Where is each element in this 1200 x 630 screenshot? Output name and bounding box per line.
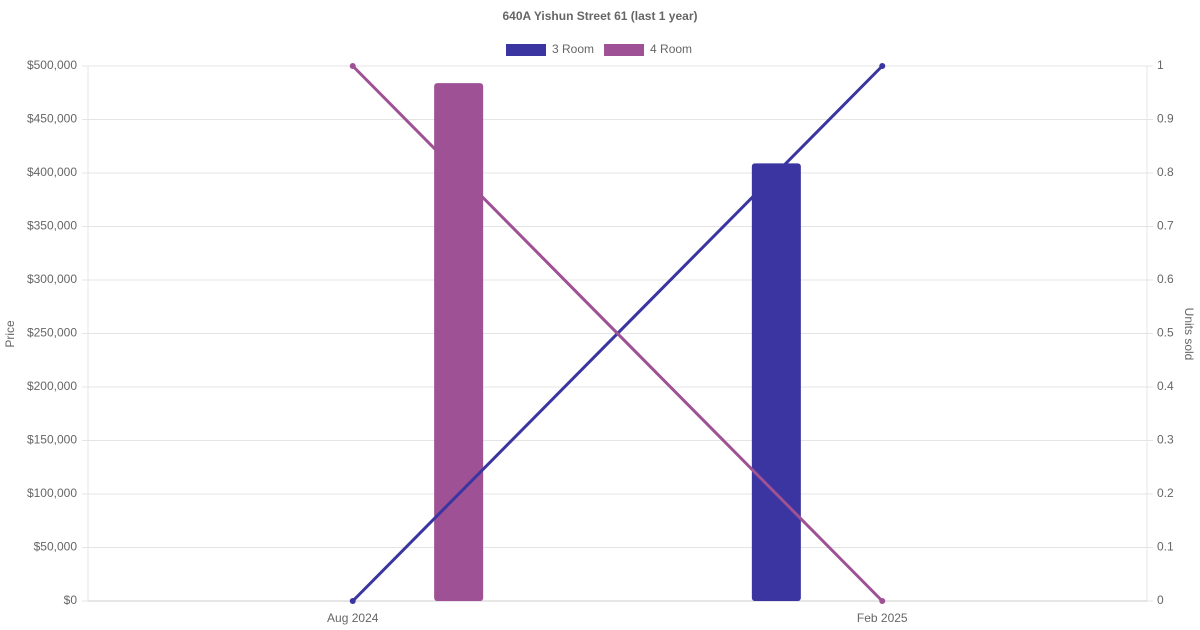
y2-tick-label: 0 bbox=[1157, 593, 1164, 607]
y2-tick-label: 0.1 bbox=[1157, 540, 1174, 554]
legend-swatch bbox=[604, 44, 645, 56]
x-tick-label: Feb 2025 bbox=[857, 611, 908, 625]
y2-tick-label: 1 bbox=[1157, 58, 1164, 72]
y-tick-label: $500,000 bbox=[27, 58, 77, 72]
y-tick-label: $350,000 bbox=[27, 219, 77, 233]
chart-title: 640A Yishun Street 61 (last 1 year) bbox=[503, 9, 698, 23]
y2-tick-label: 0.9 bbox=[1157, 112, 1174, 126]
line-point bbox=[349, 63, 356, 69]
y-tick-label: $200,000 bbox=[27, 379, 77, 393]
legend-label: 3 Room bbox=[552, 42, 594, 56]
y2-tick-label: 0.4 bbox=[1157, 379, 1174, 393]
y-tick-label: $150,000 bbox=[27, 433, 77, 447]
bar bbox=[751, 163, 801, 601]
y2-tick-label: 0.2 bbox=[1157, 486, 1174, 500]
line-point bbox=[879, 63, 886, 69]
legend-swatch bbox=[506, 44, 546, 56]
legend-label: 4 Room bbox=[650, 42, 692, 56]
y2-tick-label: 0.8 bbox=[1157, 165, 1174, 179]
line bbox=[351, 64, 884, 603]
y2-tick-label: 0.5 bbox=[1157, 326, 1174, 340]
x-tick-label: Aug 2024 bbox=[327, 611, 379, 625]
y-tick-label: $250,000 bbox=[27, 326, 77, 340]
y-axis-title: Price bbox=[3, 320, 17, 348]
y2-axis-title: Units sold bbox=[1182, 308, 1196, 361]
line-point bbox=[879, 598, 886, 604]
y-tick-label: $0 bbox=[64, 593, 78, 607]
y-tick-label: $450,000 bbox=[27, 112, 77, 126]
y2-tick-label: 0.6 bbox=[1157, 272, 1174, 286]
y-tick-label: $400,000 bbox=[27, 165, 77, 179]
line-point bbox=[349, 598, 356, 604]
y-tick-label: $50,000 bbox=[34, 540, 78, 554]
y-tick-label: $100,000 bbox=[27, 486, 77, 500]
y2-tick-label: 0.3 bbox=[1157, 433, 1174, 447]
y2-tick-label: 0.7 bbox=[1157, 219, 1174, 233]
y-tick-label: $300,000 bbox=[27, 272, 77, 286]
bar bbox=[434, 83, 484, 602]
